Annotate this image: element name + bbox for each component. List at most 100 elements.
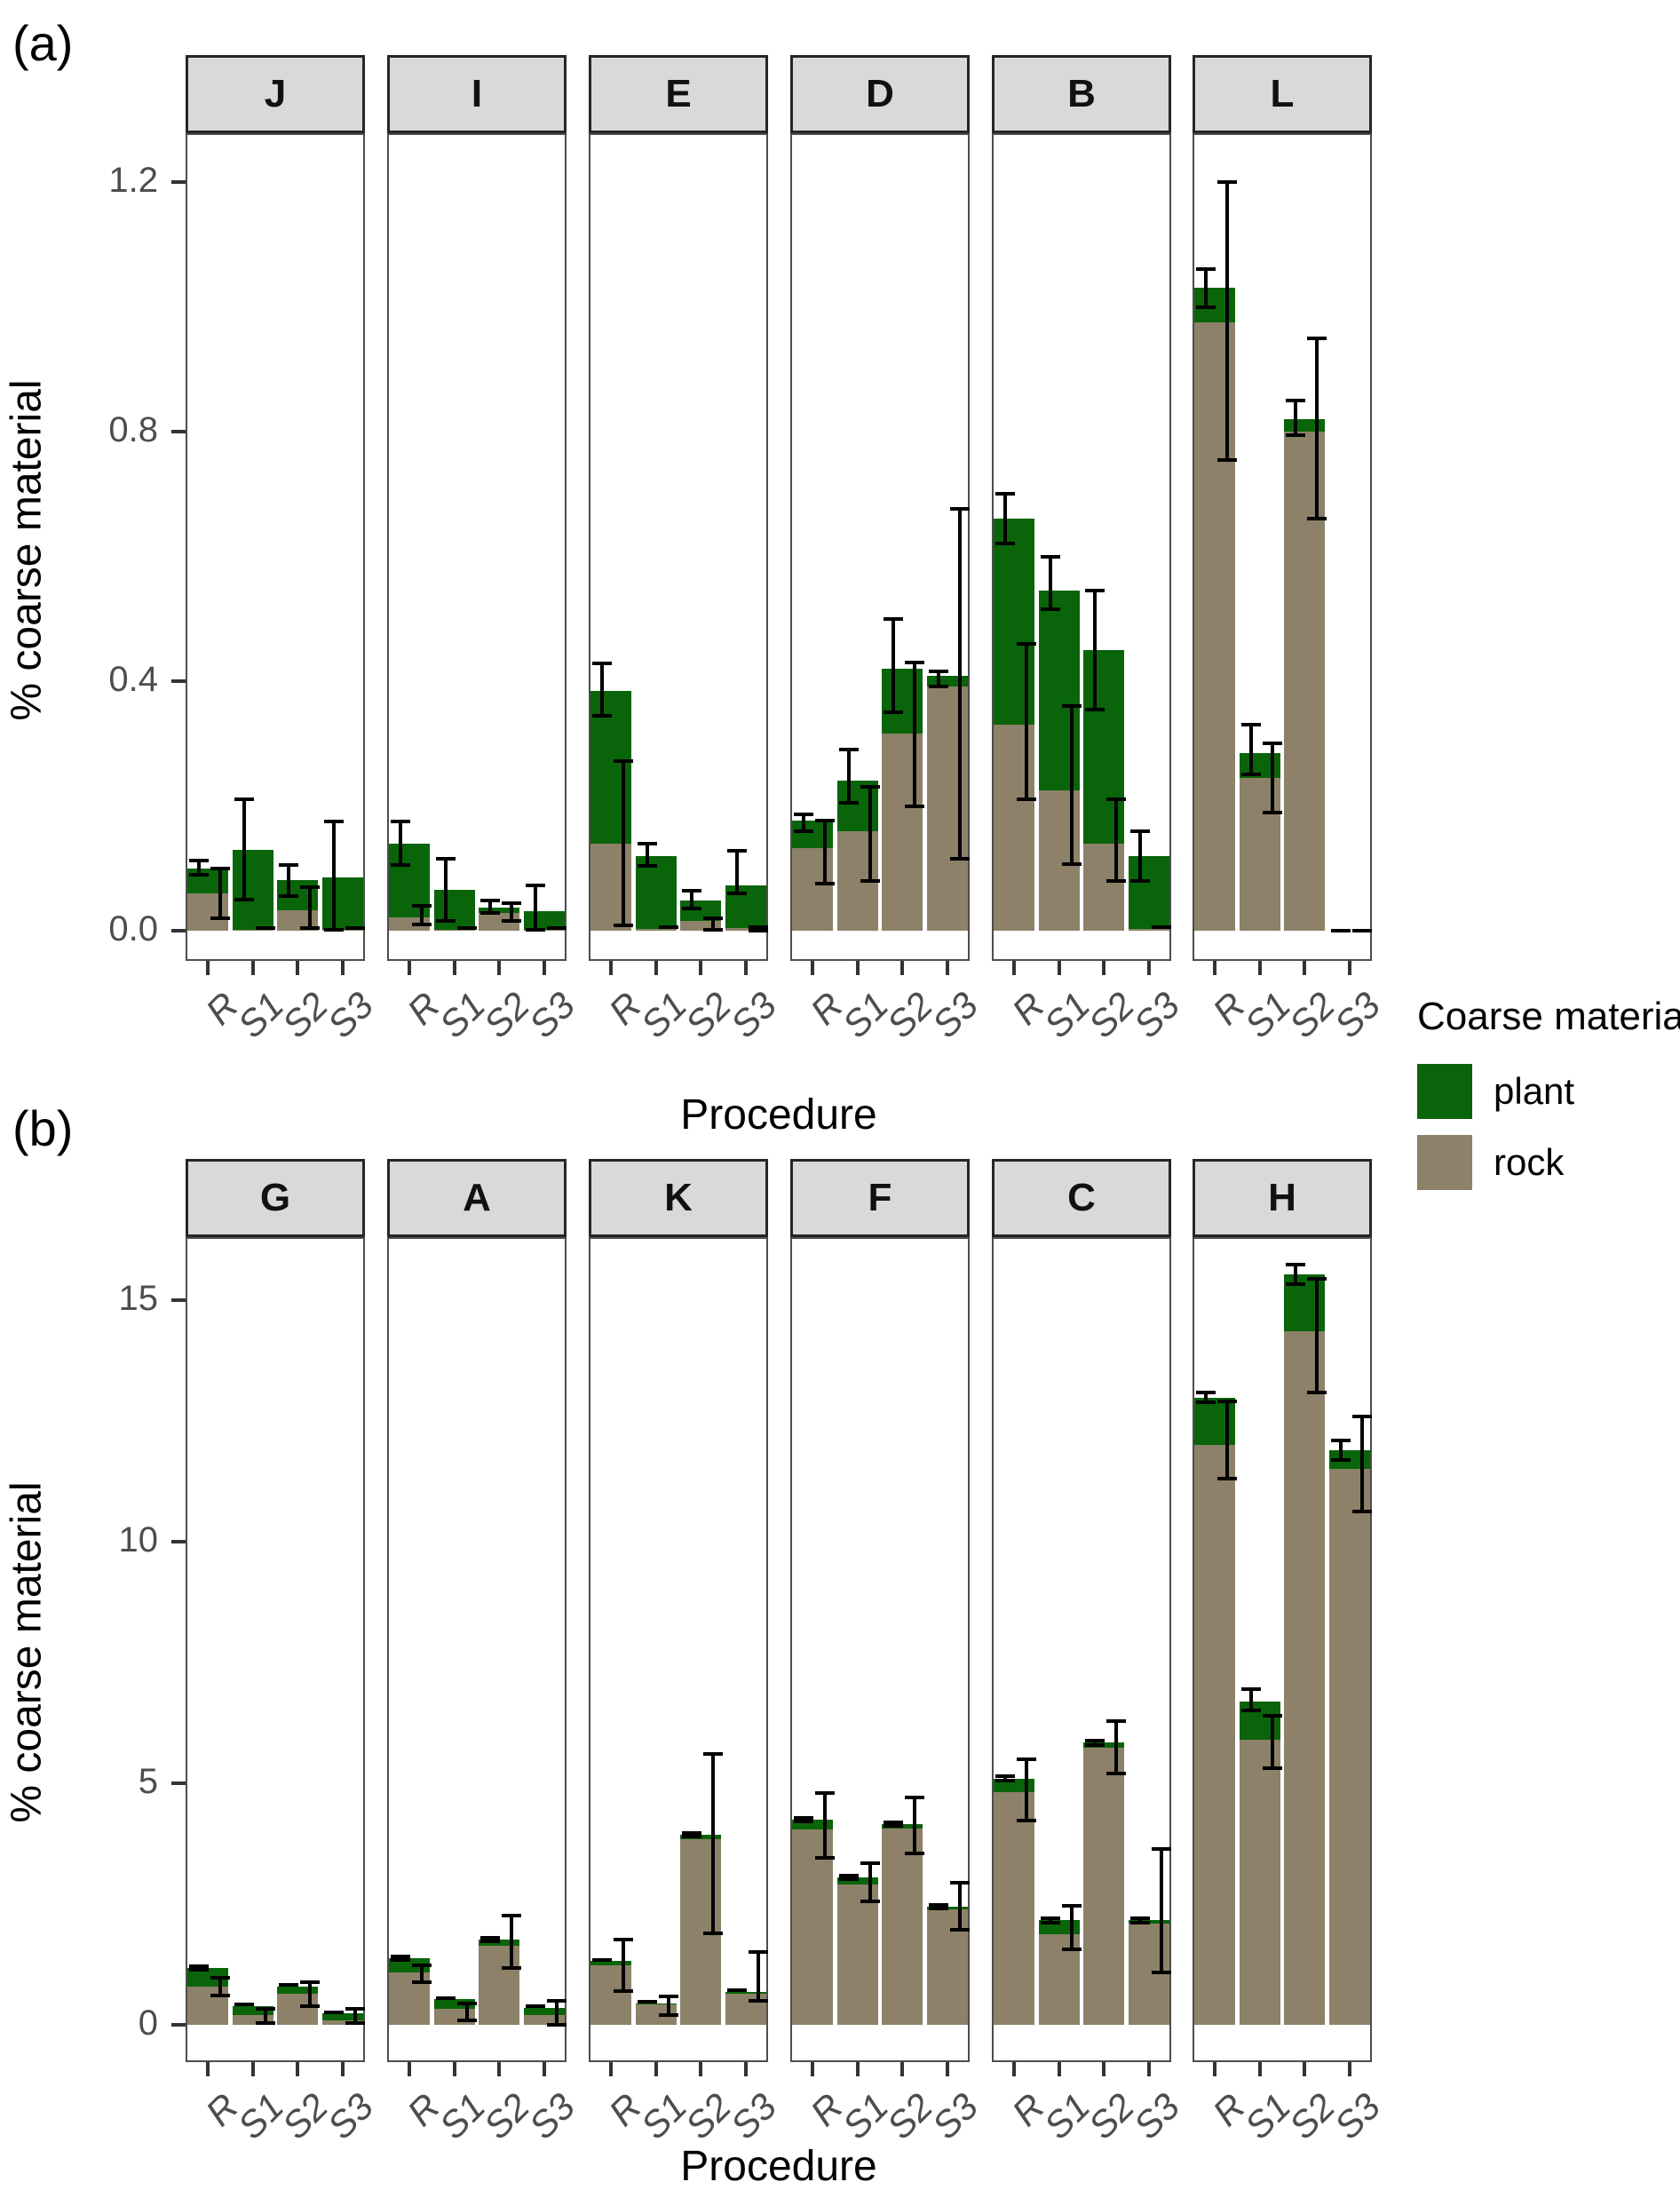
error-bar-rock-D-S1-cap-top [860,785,880,790]
error-bar-total-J-R-cap-top [189,859,210,863]
error-bar-total-F-R-cap-bottom [794,1819,814,1823]
bar-L-S2-rock-segment [1284,432,1326,931]
y-tick-label: 0.8 [108,410,158,449]
y-tick-mark [171,1298,186,1302]
panel-a-tag: (a) [12,15,74,71]
error-bar-rock-F-S3-line [957,1882,962,1930]
error-bar-rock-J-S2-line [308,886,313,929]
bar-J-S3-plant-segment [321,877,363,930]
error-bar-rock-L-S2-cap-bottom [1307,517,1327,521]
x-tick-mark [811,961,815,975]
error-bar-total-J-R-line [197,861,202,875]
error-bar-total-E-S3-cap-top [726,849,747,853]
error-bar-total-C-R-cap-bottom [995,1779,1016,1783]
error-bar-rock-H-R-line [1225,1401,1230,1480]
facet-strip-K: K [589,1159,768,1237]
error-bar-rock-L-S1-cap-bottom [1262,810,1282,814]
error-bar-rock-G-S3-cap-bottom [345,2020,365,2025]
y-tick-label: 0 [138,2004,158,2043]
bar-A-S2-rock-segment [479,1946,520,2025]
error-bar-total-B-S3-line [1137,830,1142,881]
error-bar-rock-L-R-cap-bottom [1217,457,1238,462]
bar-A-S3-plant-segment [523,2007,565,2016]
error-bar-total-I-S2-cap-bottom [480,910,501,915]
y-axis-title-panel-b: % coarse material [3,1481,51,1823]
error-bar-rock-E-S3-cap-top [748,924,768,929]
error-bar-total-D-R-line [802,814,806,831]
error-bar-total-K-S1-cap-top [637,1999,657,2004]
error-bar-rock-L-S2-cap-top [1307,336,1327,340]
error-bar-total-C-S3-cap-top [1129,1916,1150,1921]
error-bar-rock-L-S1-cap-top [1262,742,1282,746]
bar-H-S3-rock-segment [1328,1468,1370,2025]
bar-D-S3-rock-segment [926,686,968,931]
legend-item-rock: rock [1417,1135,1680,1190]
x-tick-mark [1012,961,1017,975]
error-bar-total-E-R-cap-top [592,662,613,666]
x-tick-mark [1303,961,1307,975]
facet-strip-F: F [790,1159,970,1237]
error-bar-rock-G-S1-cap-top [255,2007,275,2011]
error-bar-total-I-S1-line [443,859,448,922]
error-bar-total-A-S2-line [488,1937,493,1941]
error-bar-total-F-S1-cap-top [838,1873,859,1877]
error-bar-rock-A-R-cap-bottom [412,1980,432,1984]
x-tick-mark [609,2062,614,2076]
error-bar-rock-K-R-line [622,1939,626,1992]
bar-I-S2-plant-segment [479,908,520,913]
error-bar-total-B-R-line [1003,494,1008,544]
error-bar-rock-B-S1-line [1069,706,1074,864]
error-bar-rock-H-S3-line [1359,1416,1364,1512]
x-tick-mark [452,961,456,975]
bar-D-S2-plant-segment [882,668,923,734]
error-bar-total-H-R-line [1204,1393,1208,1403]
bar-B-R-plant-segment [994,519,1035,726]
legend-item-plant: plant [1417,1064,1680,1119]
x-axis-title-panel-a: Procedure [680,1091,877,1139]
facet-strip-G: G [186,1159,365,1237]
error-bar-rock-L-S2-line [1315,337,1319,520]
error-bar-rock-C-S3-line [1159,1848,1163,1973]
error-bar-total-D-S1-cap-bottom [838,800,859,805]
facet-strip-E: E [589,55,768,133]
bar-H-R-plant-segment [1194,1397,1236,1446]
error-bar-total-B-S3-cap-top [1129,829,1150,833]
error-bar-rock-I-S1-cap-top [456,926,477,931]
error-bar-rock-E-S3-line [756,926,760,931]
error-bar-rock-K-S3-line [756,1952,760,2001]
x-tick-mark [1257,2062,1262,2076]
error-bar-total-J-S2-cap-bottom [279,894,299,899]
y-tick-label: 10 [118,1520,159,1559]
bar-A-S1-rock-segment [433,2009,475,2025]
error-bar-rock-D-S2-line [913,662,917,806]
error-bar-rock-B-S1-cap-top [1061,704,1082,709]
facet-strip-L: L [1193,55,1372,133]
error-bar-rock-A-S3-line [554,2001,559,2025]
error-bar-total-L-S1-cap-top [1240,723,1261,727]
bar-D-S3-plant-segment [926,676,968,686]
error-bar-total-C-S2-cap-bottom [1085,1743,1105,1748]
error-bar-rock-J-R-line [218,868,223,918]
error-bar-total-E-S1-cap-bottom [637,863,657,868]
error-bar-rock-F-S2-cap-bottom [905,1852,925,1856]
error-bar-rock-B-R-cap-top [1017,641,1037,646]
x-tick-mark [250,961,255,975]
error-bar-total-F-S2-cap-top [884,1821,904,1825]
error-bar-rock-I-R-line [420,905,424,924]
x-tick-mark [497,2062,502,2076]
y-axis-title-panel-a: % coarse material [3,379,51,721]
error-bar-total-D-R-cap-bottom [794,829,814,833]
error-bar-total-A-R-line [399,1956,403,1961]
error-bar-rock-D-S1-line [868,787,872,881]
x-tick-mark [340,2062,345,2076]
x-tick-mark [699,961,703,975]
error-bar-total-J-S1-line [242,799,246,900]
y-tick-mark [171,180,186,184]
bar-G-S3-rock-segment [321,2019,363,2025]
error-bar-total-B-S1-line [1048,556,1052,610]
error-bar-total-H-R-cap-bottom [1196,1400,1216,1405]
bar-A-S3-rock-segment [523,2015,565,2025]
error-bar-total-L-R-line [1204,269,1208,307]
error-bar-total-D-S3-cap-bottom [928,684,948,688]
